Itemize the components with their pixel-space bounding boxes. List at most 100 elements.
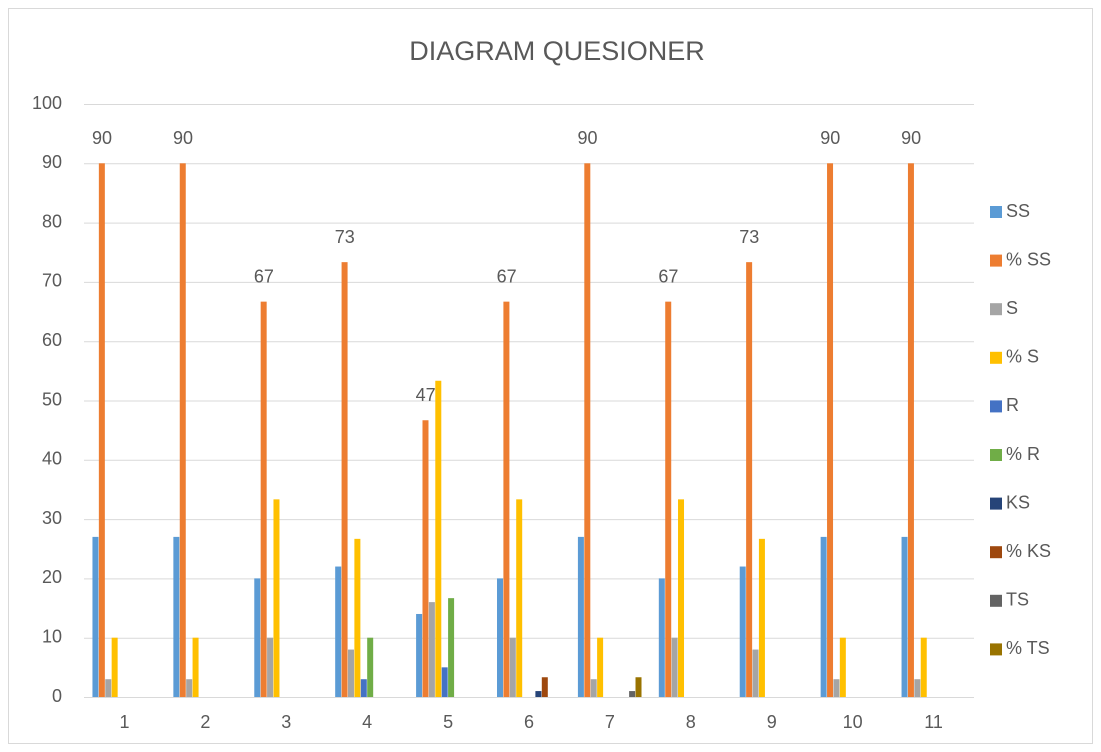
bar (820, 536, 827, 697)
data-label: 47 (416, 385, 436, 405)
data-label: 67 (658, 266, 678, 286)
bar (516, 499, 523, 697)
bar (428, 602, 435, 697)
bar (914, 679, 921, 697)
data-label: 90 (901, 128, 921, 148)
bar (416, 613, 423, 697)
legend-swatch (990, 546, 1002, 559)
data-label: 90 (92, 128, 112, 148)
bar (503, 301, 510, 697)
y-tick-label: 10 (42, 626, 62, 646)
x-tick-label: 10 (843, 712, 863, 732)
data-label: 90 (173, 128, 193, 148)
bar (98, 163, 105, 698)
bar (907, 163, 914, 698)
x-tick-label: 5 (443, 712, 453, 732)
bar (448, 598, 455, 697)
bar (739, 566, 746, 697)
x-tick-label: 1 (119, 712, 129, 732)
legend-label: R (1006, 395, 1019, 415)
y-tick-label: 100 (32, 93, 62, 113)
bar (590, 679, 597, 697)
data-label: 73 (739, 227, 759, 247)
legend-swatch (990, 303, 1002, 316)
x-tick-label: 3 (281, 712, 291, 732)
legend-swatch (990, 497, 1002, 510)
legend-label: S (1006, 298, 1018, 318)
bar (635, 677, 642, 697)
bar (267, 637, 274, 697)
y-tick-label: 0 (52, 686, 62, 706)
legend-swatch (990, 594, 1002, 607)
y-tick-label: 30 (42, 508, 62, 528)
x-tick-label: 8 (686, 712, 696, 732)
bar (354, 538, 361, 697)
x-tick-label: 7 (605, 712, 615, 732)
bar (535, 691, 542, 697)
bar (833, 679, 840, 697)
bar (254, 578, 261, 697)
legend-swatch (990, 254, 1002, 267)
bar (347, 649, 354, 697)
data-label: 67 (254, 266, 274, 286)
bar (665, 301, 672, 697)
bar (758, 538, 765, 697)
x-tick-label: 6 (524, 712, 534, 732)
bar (597, 637, 604, 697)
legend-swatch (990, 206, 1002, 218)
bar (541, 677, 548, 697)
legend-swatch (990, 351, 1002, 364)
bar (839, 637, 846, 697)
bar (111, 637, 118, 697)
bar (671, 637, 678, 697)
x-tick-label: 11 (924, 712, 943, 732)
bar (92, 536, 99, 697)
bar (497, 578, 503, 697)
bar (105, 679, 112, 697)
bar (335, 566, 342, 697)
y-tick-label: 20 (42, 567, 62, 587)
bar (827, 163, 834, 698)
legend-label: TS (1006, 590, 1029, 610)
bar (678, 499, 685, 697)
bar (920, 637, 927, 697)
legend-label: % SS (1006, 249, 1051, 269)
legend-label: % KS (1006, 541, 1051, 561)
bar (746, 262, 753, 697)
chart-title: DIAGRAM QUESIONER (409, 36, 705, 66)
bar (577, 536, 584, 697)
bar (341, 262, 348, 697)
legend-swatch (990, 400, 1002, 413)
data-label: 67 (497, 266, 517, 286)
legend-label: KS (1006, 492, 1030, 512)
legend-label: SS (1006, 201, 1030, 221)
bar (173, 536, 180, 697)
x-tick-label: 2 (200, 712, 210, 732)
legend-swatch (990, 643, 1002, 656)
bar (179, 163, 186, 698)
bar (367, 637, 374, 697)
y-tick-label: 90 (42, 152, 62, 172)
chart-border (8, 8, 1093, 744)
bar (422, 420, 429, 697)
bar (192, 637, 199, 697)
x-tick-label: 4 (362, 712, 372, 732)
legend-swatch (990, 449, 1002, 461)
y-tick-label: 60 (42, 330, 62, 350)
data-label: 73 (335, 227, 355, 247)
y-tick-label: 40 (42, 449, 62, 469)
y-tick-label: 80 (42, 211, 62, 231)
y-tick-label: 70 (42, 271, 62, 291)
x-tick-label: 9 (767, 712, 777, 732)
bar (441, 667, 448, 697)
bar (186, 679, 193, 697)
bar (629, 691, 636, 697)
bar (509, 637, 516, 697)
bar (435, 380, 442, 697)
legend-label: % R (1006, 444, 1040, 464)
bar (901, 536, 908, 697)
legend-label: % TS (1006, 638, 1050, 658)
data-label: 90 (820, 128, 840, 148)
bar (360, 679, 367, 697)
